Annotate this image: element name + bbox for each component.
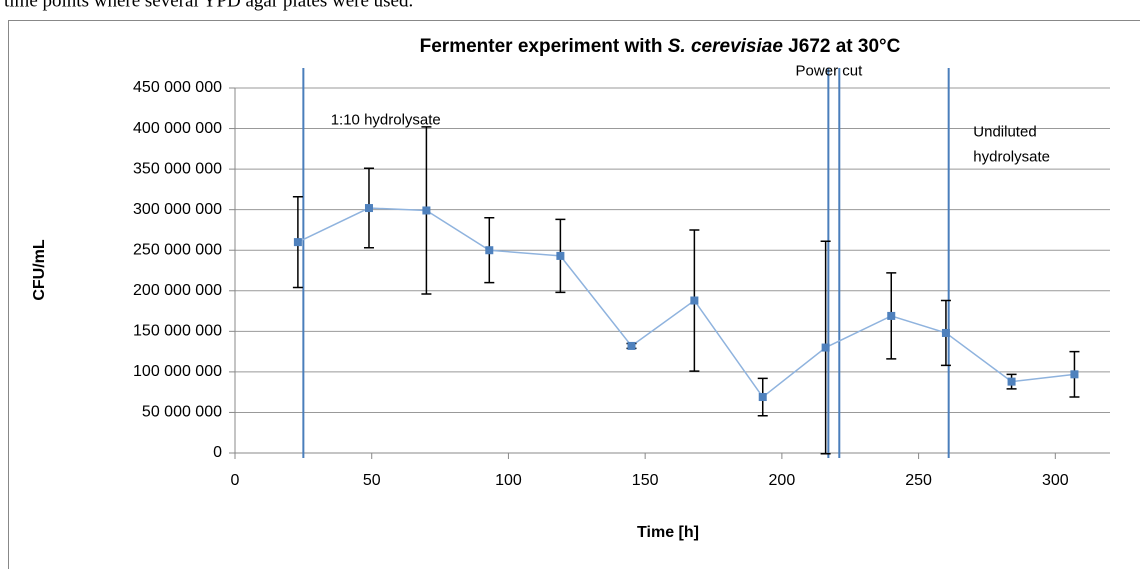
title-part: Fermenter experiment with [420,36,668,57]
y-tick-label: 400 000 000 [133,120,222,137]
marker [556,251,565,260]
y-tick-label: 300 000 000 [133,201,222,218]
chart-frame [8,20,1140,569]
y-tick-label: 50 000 000 [142,404,222,421]
y-tick-label: 150 000 000 [133,323,222,340]
x-axis-label: Time [h] [637,524,699,541]
marker [485,246,494,255]
y-axis-label: CFU/mL [31,239,48,301]
x-tick-label: 100 [495,472,522,489]
marker [422,206,431,215]
x-tick-label: 300 [1042,472,1069,489]
annotation: Undiluted [973,124,1036,141]
marker [364,204,373,213]
marker [887,311,896,320]
marker [627,341,636,350]
annotation: Power cut [796,63,864,80]
marker [1070,370,1079,379]
x-tick-label: 250 [905,472,932,489]
caption: time points where several YPD agar plate… [4,0,413,11]
title-part: J672 at 30°C [783,36,901,57]
y-tick-label: 200 000 000 [133,282,222,299]
annotation: hydrolysate [973,149,1050,166]
series-line [297,207,1075,399]
x-tick-label: 150 [632,472,659,489]
y-tick-label: 250 000 000 [133,241,222,258]
y-tick-label: 100 000 000 [133,363,222,380]
x-tick-label: 0 [231,472,240,489]
chart-title: Fermenter experiment with S. cerevisiae … [420,36,901,57]
marker [758,393,767,402]
y-tick-label: 0 [213,444,222,461]
annotation: 1:10 hydrolysate [331,111,441,128]
marker [293,238,302,247]
y-tick-label: 350 000 000 [133,160,222,177]
y-tick-label: 450 000 000 [133,79,222,96]
x-tick-label: 50 [363,472,381,489]
marker [690,296,699,305]
marker [821,343,830,352]
title-part: S. cerevisiae [668,36,784,57]
marker [1007,377,1016,386]
x-tick-label: 200 [769,472,796,489]
marker [941,328,950,337]
